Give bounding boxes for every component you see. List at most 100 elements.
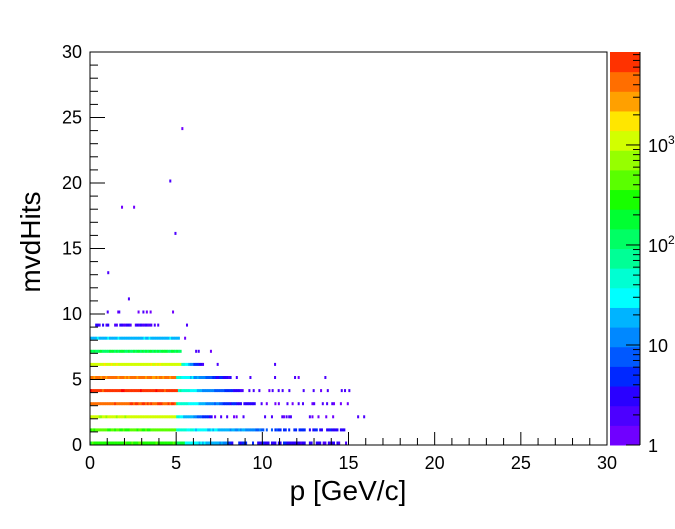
heatmap-cell [184,428,187,432]
heatmap-cell [112,362,115,366]
heatmap-cell [133,389,136,393]
heatmap-cell [145,428,148,432]
heatmap-cell [288,428,291,432]
heatmap-cell [95,402,98,406]
heatmap-cell [271,389,274,393]
heatmap-cell [141,336,144,340]
heatmap-cell [119,376,122,379]
heatmap-cell [105,402,108,406]
heatmap-cell [126,402,129,406]
heatmap-cell [210,415,213,419]
heatmap-cell [185,323,189,327]
heatmap-cell [115,362,118,366]
heatmap-cell [102,428,105,432]
heatmap-cell [183,415,186,419]
heatmap-cell [114,415,117,419]
heatmap-cell [148,389,151,393]
heatmap-cell [170,402,174,406]
heatmap-cell [212,428,215,432]
heatmap-cell [205,415,208,419]
heatmap-cell [345,441,348,445]
heatmap-cell [119,415,122,419]
heatmap-cell [189,362,192,366]
heatmap-cell [148,402,151,406]
heatmap-cell [122,441,125,445]
heatmap-cell [238,441,241,445]
heatmap-cell [170,362,174,366]
heatmap-cell [134,415,137,419]
heatmap-cell [284,428,287,432]
heatmap-cell [157,323,160,327]
palette-band [610,268,640,289]
heatmap-cell [117,376,120,379]
heatmap-cell [184,389,187,393]
heatmap-cell [145,389,148,393]
heatmap-cell [126,362,129,366]
heatmap-cell [133,402,136,406]
heatmap-cell [179,389,182,393]
heatmap-cell [170,376,174,379]
heatmap-cell [127,428,130,432]
heatmap-cell [155,349,158,353]
heatmap-cell [114,402,117,406]
heatmap-cell [188,402,191,406]
heatmap-cell [274,376,277,379]
heatmap-cell [102,415,105,419]
heatmap-cell [198,376,201,379]
heatmap-cell [90,389,93,393]
heatmap-cell [326,389,329,393]
heatmap-cell [184,336,187,340]
heatmap-cell [285,415,288,419]
heatmap-cell [288,441,291,445]
heatmap-cell [265,402,268,406]
heatmap-cell [169,179,172,183]
heatmap-cell [210,428,213,432]
heatmap-cell [255,428,258,432]
heatmap-cell [227,428,230,432]
heatmap-cell [91,376,94,379]
heatmap-cell [174,349,177,353]
heatmap-cell [122,362,125,366]
heatmap-cell [164,389,167,393]
heatmap-cell [98,428,101,432]
heatmap-cell [174,428,177,432]
heatmap-cell [114,323,117,327]
heatmap-cell [176,349,179,353]
heatmap-cell [103,362,106,366]
heatmap-cell [107,428,110,432]
heatmap-cell [203,389,206,393]
heatmap-cell [224,428,227,432]
heatmap-cell [155,428,158,432]
heatmap-cell [238,402,241,406]
heatmap-cell [157,336,160,340]
heatmap-cell [108,441,111,445]
heatmap-cell [235,415,238,419]
heatmap-cell [143,402,146,406]
heatmap-cell [131,389,134,393]
heatmap-cell [289,415,292,419]
heatmap-cell [158,349,161,353]
heatmap-cell [141,323,144,327]
heatmap-cell [202,376,205,379]
heatmap-cell [90,441,93,445]
heatmap-cell [157,441,160,445]
heatmap-cell [90,376,93,379]
heatmap-cell [219,428,222,432]
heatmap-cell [122,323,125,327]
heatmap-cell [231,402,234,406]
heatmap-cell [186,362,189,366]
heatmap-cell [210,402,213,406]
heatmap-cell [298,441,301,445]
heatmap-cell [210,441,213,445]
heatmap-cell [238,389,241,393]
heatmap-cell [217,428,220,432]
palette-band [610,307,640,328]
heatmap-cell [217,376,220,379]
heatmap-cell [179,402,182,406]
heatmap-cell [100,389,103,393]
heatmap-cell [162,441,165,445]
heatmap-cell [152,389,155,393]
heatmap-cell [312,389,315,393]
heatmap-cell [181,362,184,366]
heatmap-cell [153,402,156,406]
